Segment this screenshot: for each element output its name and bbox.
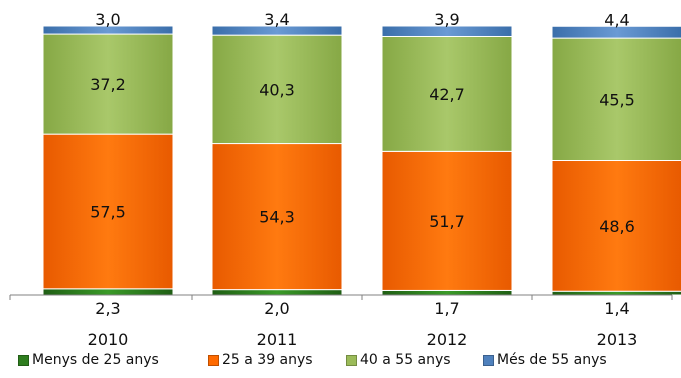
x-axis: 2010 2011 2012 2013 [9, 294, 673, 349]
bar-segment-2012-s3 [381, 25, 513, 37]
legend-item-0: Menys de 25 anys [18, 352, 159, 368]
legend-swatch-icon [346, 354, 357, 366]
data-label-2011-s3: 3,4 [264, 10, 289, 29]
bar-segment-2010-s0 [42, 288, 174, 296]
data-label-2011-s2: 40,3 [259, 80, 295, 99]
bar-segment-2013-s3 [551, 25, 681, 39]
bar-segment-2010-s1 [42, 133, 174, 290]
legend-label: 25 a 39 anys [222, 352, 313, 368]
bars-layer [42, 25, 681, 296]
legend-swatch-icon [483, 354, 494, 366]
legend-swatch-icon [208, 354, 219, 366]
data-labels-layer: 2,3 57,5 37,2 3,0 2,0 54,3 40,3 3,4 1,7 51,7 42,7 3… [90, 10, 635, 318]
data-label-2010-s2: 37,2 [90, 75, 126, 94]
legend-label: 40 a 55 anys [360, 352, 451, 368]
legend-item-2: 40 a 55 anys [346, 352, 451, 368]
data-label-2012-s3: 3,9 [434, 10, 459, 29]
data-label-2010-s3: 3,0 [95, 10, 120, 29]
data-label-2010-s1: 57,5 [90, 202, 126, 221]
data-label-2011-s1: 54,3 [259, 208, 295, 227]
data-label-2011-s0: 2,0 [264, 299, 289, 318]
legend-label: Menys de 25 anys [32, 352, 159, 368]
data-label-2013-s3: 4,4 [604, 10, 629, 29]
bar-segment-2011-s0 [211, 289, 343, 296]
legend-item-1: 25 a 39 anys [208, 352, 313, 368]
bar-segment-2012-s0 [381, 289, 513, 296]
bar-segment-2011-s1 [211, 143, 343, 291]
bar-segment-2010-s2 [42, 33, 174, 135]
data-label-2010-s0: 2,3 [95, 299, 120, 318]
chart-legend: Menys de 25 anys 25 a 39 anys 40 a 55 anys… [0, 352, 681, 372]
data-label-2013-s1: 48,6 [599, 217, 635, 236]
bar-segment-2011-s2 [211, 34, 343, 145]
x-tick-label-2010: 2010 [88, 330, 129, 349]
legend-label: Més de 55 anys [497, 352, 607, 368]
x-tick-label-2011: 2011 [257, 330, 298, 349]
x-tick-label-2013: 2013 [597, 330, 638, 349]
data-label-2012-s0: 1,7 [434, 299, 459, 318]
legend-swatch-icon [18, 354, 29, 366]
bar-segment-2013-s0 [551, 290, 681, 296]
data-label-2013-s0: 1,4 [604, 299, 629, 318]
bar-segment-2013-s1 [551, 160, 681, 292]
data-label-2012-s1: 51,7 [429, 212, 465, 231]
bar-segment-2010-s3 [42, 25, 174, 35]
data-label-2012-s2: 42,7 [429, 85, 465, 104]
data-label-2013-s2: 45,5 [599, 90, 635, 109]
bar-segment-2011-s3 [211, 25, 343, 36]
bar-segment-2013-s2 [551, 37, 681, 161]
legend-item-3: Més de 55 anys [483, 352, 607, 368]
x-tick-label-2012: 2012 [427, 330, 468, 349]
